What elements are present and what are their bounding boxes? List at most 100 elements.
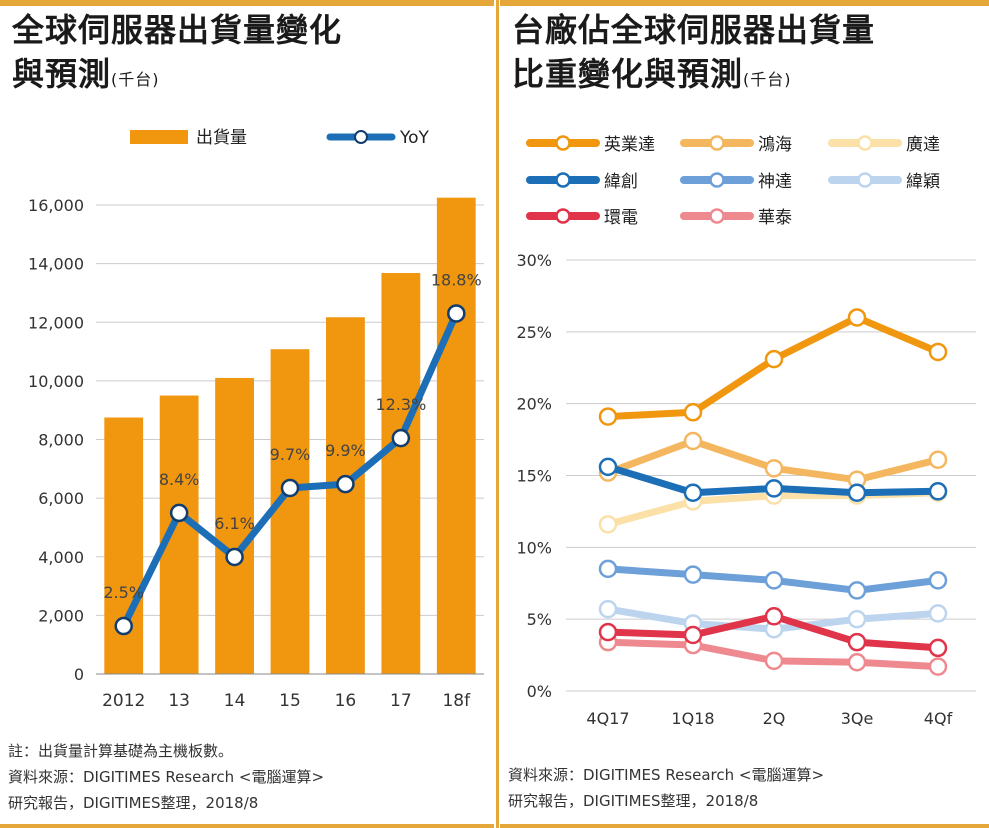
panel-divider <box>496 0 499 828</box>
yoy-data-label: 9.7% <box>270 445 311 464</box>
legend-marker <box>555 135 571 151</box>
series-point <box>928 342 948 362</box>
y-tick-label: 8,000 <box>38 431 84 450</box>
left-title-line1: 全球伺服器出貨量變化 <box>12 11 343 49</box>
left-chart: 出貨量 YoY 0 2,000 4,000 6,000 8,000 10,000 12,000 1… <box>28 128 484 711</box>
yoy-data-label: 9.9% <box>325 441 366 460</box>
yoy-data-label: 18.8% <box>431 270 482 289</box>
legend-label: 緯穎 <box>906 172 940 192</box>
y-tick-label: 10% <box>516 538 552 557</box>
series-point <box>683 431 703 451</box>
yoy-point <box>114 616 133 636</box>
right-top-bar <box>500 0 989 6</box>
series-point <box>928 604 948 623</box>
series-point <box>928 657 948 676</box>
y-tick-label: 0% <box>527 682 552 701</box>
series-point <box>847 308 867 327</box>
left-note: 註：出貨量計算基礎為主機板數。 <box>8 742 234 760</box>
series-point <box>764 651 784 671</box>
shipment-bar <box>270 349 310 674</box>
yoy-data-label: 6.1% <box>214 514 255 533</box>
y-tick-label: 20% <box>516 395 552 414</box>
legend-marker <box>555 172 571 188</box>
yoy-point <box>169 503 189 523</box>
yoy-data-label: 2.5% <box>103 583 144 602</box>
series-point <box>847 483 867 502</box>
y-tick-label: 6,000 <box>38 489 84 508</box>
series-point <box>847 609 867 629</box>
left-top-bar <box>0 0 494 6</box>
right-title-line2: 比重變化與預測 <box>512 55 744 93</box>
legend-swatch-shipments <box>130 130 188 144</box>
yoy-point <box>280 478 300 498</box>
y-tick-label: 0 <box>74 665 84 684</box>
x-tick-label: 14 <box>224 691 246 711</box>
x-tick-label: 13 <box>168 691 190 711</box>
right-title-line1: 台廠佔全球伺服器出貨量 <box>512 11 876 49</box>
legend-label: 緯創 <box>604 172 638 192</box>
legend-label-yoy: YoY <box>399 128 430 148</box>
left-source-line1: 資料來源：DIGITIMES Research <電腦運算> <box>8 768 325 786</box>
y-tick-label: 4,000 <box>38 548 84 567</box>
y-tick-label: 5% <box>527 610 552 629</box>
series-point <box>598 622 618 642</box>
right-notes: 資料來源：DIGITIMES Research <電腦運算> 研究報告，DIGI… <box>508 762 824 814</box>
shipment-bar <box>436 197 476 674</box>
y-tick-label: 30% <box>516 251 552 270</box>
legend-label: 環電 <box>604 208 638 228</box>
legend-marker <box>709 172 725 188</box>
series-point <box>683 483 703 502</box>
x-tick-label: 4Qf <box>924 709 953 728</box>
series-point <box>598 407 618 426</box>
y-tick-label: 15% <box>516 467 552 486</box>
right-bottom-bar <box>500 824 989 828</box>
x-tick-label: 4Q17 <box>586 709 629 728</box>
legend-label: 鴻海 <box>758 135 792 155</box>
left-title-line2: 與預測 <box>12 55 112 93</box>
series-point <box>847 653 867 672</box>
series-point <box>764 349 784 369</box>
series-point <box>847 581 867 600</box>
series-point <box>764 459 784 478</box>
shipment-bar <box>104 417 144 674</box>
yoy-point <box>225 547 244 567</box>
x-tick-label: 1Q18 <box>671 709 714 728</box>
left-notes: 註：出貨量計算基礎為主機板數。 資料來源：DIGITIMES Research … <box>8 738 324 816</box>
series-point <box>683 625 703 645</box>
legend-marker <box>709 135 725 151</box>
legend-label: 華泰 <box>758 208 792 228</box>
x-tick-label: 15 <box>279 691 301 711</box>
series-point <box>764 479 784 498</box>
y-tick-label: 14,000 <box>28 255 84 274</box>
yoy-point <box>447 304 466 323</box>
series-point <box>764 607 784 626</box>
yoy-data-label: 8.4% <box>159 470 200 489</box>
left-source-line2: 研究報告，DIGITIMES整理，2018/8 <box>8 794 259 812</box>
right-source-line2: 研究報告，DIGITIMES整理，2018/8 <box>508 792 759 810</box>
series-point <box>928 638 948 658</box>
series-point <box>928 571 948 590</box>
series-point <box>928 450 948 469</box>
shipment-bar <box>381 273 421 674</box>
legend-marker-yoy <box>354 130 368 144</box>
series-point <box>598 559 618 579</box>
y-tick-label: 25% <box>516 323 552 342</box>
yoy-point <box>336 474 355 494</box>
right-source-line1: 資料來源：DIGITIMES Research <電腦運算> <box>508 766 825 784</box>
legend-label: 廣達 <box>906 135 940 155</box>
y-tick-label: 2,000 <box>38 606 84 625</box>
legend-label-shipments: 出貨量 <box>196 128 247 148</box>
x-tick-label: 2012 <box>102 691 145 711</box>
right-unit: (千台) <box>743 70 792 89</box>
legend-marker <box>555 208 571 224</box>
series-point <box>683 565 703 584</box>
legend-marker <box>857 135 873 151</box>
right-title: 台廠佔全球伺服器出貨量 比重變化與預測(千台) <box>512 8 875 102</box>
y-tick-label: 16,000 <box>28 196 84 215</box>
x-tick-label: 16 <box>335 691 357 711</box>
series-point <box>683 403 703 422</box>
series-point <box>598 599 618 619</box>
right-chart-panel: 台廠佔全球伺服器出貨量 比重變化與預測(千台) 英業達 鴻海 廣達 緯創 神達 緯穎 環電 華… <box>500 0 989 828</box>
x-tick-label: 18f <box>442 691 471 711</box>
shipment-bar <box>215 377 254 674</box>
